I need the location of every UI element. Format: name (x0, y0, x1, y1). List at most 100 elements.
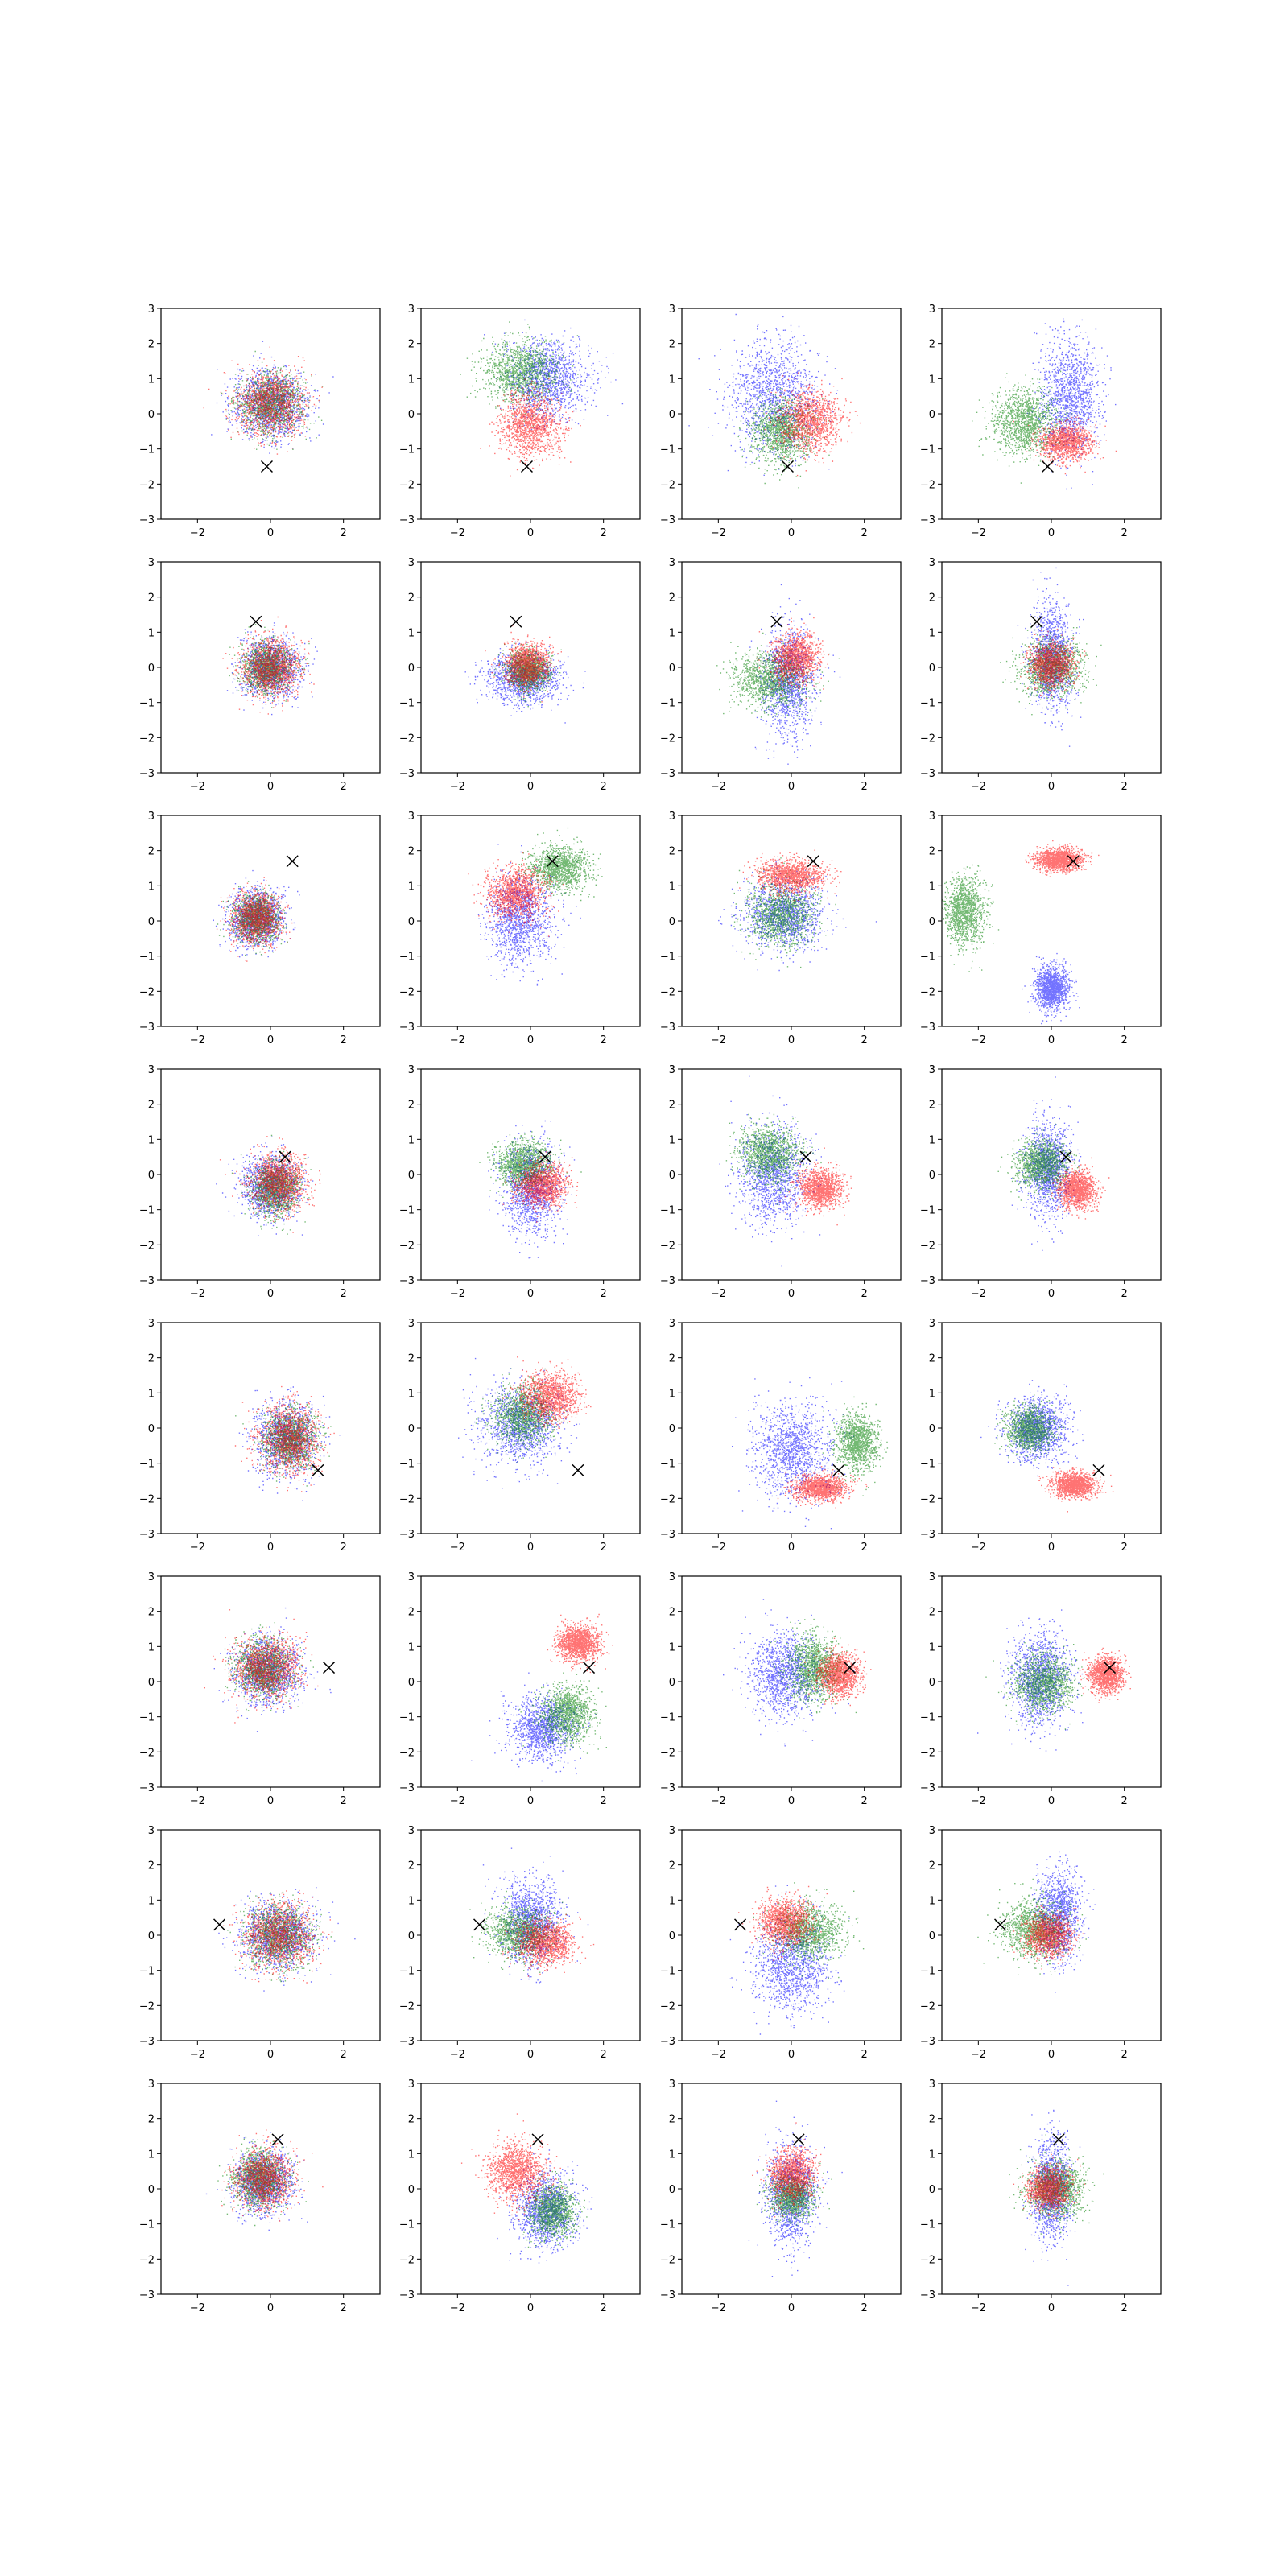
x-marker (799, 1150, 812, 1163)
y-tick-label: 1 (669, 374, 675, 386)
scatter-panel-r7-c1: −2 0 2 −3 −2 −1 0 1 2 3 (139, 1825, 381, 2061)
red-points (739, 849, 842, 902)
y-tick-label: 1 (408, 1895, 415, 1907)
scatter-panel-r2-c2: −2 0 2 −3 −2 −1 0 1 2 3 (399, 557, 641, 793)
green-points (227, 1891, 332, 1983)
x-tick-label: −2 (711, 1288, 726, 1300)
y-tick-label: 1 (408, 1388, 415, 1400)
green-point-cloud (985, 1641, 1096, 1730)
x-tick-label: −2 (971, 781, 986, 793)
green-point-cloud (811, 1396, 889, 1496)
y-tick-label: 3 (929, 811, 935, 823)
y-tick-label: −3 (399, 2289, 415, 2301)
red-points (1079, 1647, 1132, 1703)
y-tick-label: −1 (139, 698, 155, 710)
y-tick-label: −3 (139, 1529, 155, 1541)
x-tick-label: −2 (971, 2049, 986, 2061)
y-tick-label: 3 (408, 811, 415, 823)
x-tick-label: 0 (1048, 1288, 1055, 1300)
x-marker (473, 1918, 486, 1931)
y-tick-label: 0 (669, 1930, 675, 1942)
blue-point-cloud (471, 1672, 597, 1782)
y-tick-label: 1 (929, 1388, 935, 1400)
y-tick-label: 3 (408, 303, 415, 316)
y-tick-label: 3 (408, 1318, 415, 1330)
x-tick-label: 0 (267, 1034, 274, 1046)
red-points (1025, 840, 1100, 877)
y-tick-label: 2 (408, 1100, 415, 1112)
green-points (997, 1123, 1083, 1201)
y-tick-label: 0 (148, 1930, 155, 1942)
y-tick-label: −3 (139, 1275, 155, 1287)
red-point-cloud (764, 372, 861, 477)
red-points (804, 1637, 872, 1707)
scatter-panel-r7-c4: −2 0 2 −3 −2 −1 0 1 2 3 (920, 1825, 1162, 2061)
green-point-cloud (515, 827, 603, 902)
y-tick-label: −3 (920, 1275, 935, 1287)
blue-points (477, 844, 581, 986)
y-tick-label: 1 (669, 881, 675, 893)
y-tick-label: 2 (148, 1607, 155, 1619)
y-tick-label: 0 (408, 2184, 415, 2196)
red-point-cloud (752, 2122, 824, 2218)
x-tick-label: 2 (1121, 2049, 1128, 2061)
x-marker (531, 2133, 544, 2146)
y-tick-label: 1 (408, 881, 415, 893)
scatter-panel-r3-c4: −2 0 2 −3 −2 −1 0 1 2 3 (920, 811, 1162, 1046)
y-tick-label: −2 (399, 2254, 415, 2266)
y-tick-label: −3 (660, 768, 675, 780)
red-point-cloud (777, 1466, 868, 1509)
green-points (733, 857, 836, 968)
y-tick-label: 2 (929, 592, 935, 605)
x-tick-label: −2 (450, 1542, 465, 1554)
axes-frame (681, 1322, 902, 1534)
blue-points (1022, 952, 1080, 1025)
y-tick-label: 0 (669, 409, 675, 421)
green-points (994, 1394, 1065, 1463)
green-points (469, 1890, 567, 1973)
scatter-panel-r5-c2: −2 0 2 −3 −2 −1 0 1 2 3 (399, 1318, 641, 1554)
x-tick-label: −2 (450, 1795, 465, 1807)
red-point-cloud (1020, 628, 1086, 700)
y-tick-label: −2 (139, 1493, 155, 1505)
y-tick-label: −2 (920, 1747, 935, 1759)
y-tick-label: 3 (929, 2079, 935, 2091)
x-marker (213, 1918, 226, 1931)
scatter-panel-r8-c2: −2 0 2 −3 −2 −1 0 1 2 3 (399, 2079, 641, 2314)
y-tick-label: 2 (148, 1353, 155, 1365)
x-marker (323, 1661, 336, 1674)
y-tick-label: −3 (399, 1529, 415, 1541)
red-point-cloud (1011, 1905, 1084, 1970)
x-tick-label: 2 (601, 2302, 607, 2314)
y-tick-label: 3 (669, 557, 675, 569)
y-tick-label: 0 (929, 916, 935, 928)
blue-points (723, 1599, 855, 1747)
y-tick-label: 0 (408, 1677, 415, 1689)
y-tick-label: −1 (660, 952, 675, 964)
red-point-cloud (480, 378, 581, 477)
x-tick-label: −2 (190, 1034, 205, 1046)
y-tick-label: 1 (929, 374, 935, 386)
y-tick-label: −1 (399, 444, 415, 456)
y-tick-label: 0 (929, 1170, 935, 1182)
y-tick-label: −2 (660, 2000, 675, 2013)
red-point-cloud (468, 852, 564, 937)
y-tick-label: 0 (148, 2184, 155, 2196)
x-tick-label: 2 (341, 527, 347, 539)
scatter-panel-r2-c4: −2 0 2 −3 −2 −1 0 1 2 3 (920, 557, 1162, 793)
x-marker (1059, 1150, 1072, 1163)
x-tick-label: −2 (190, 2302, 205, 2314)
blue-point-cloud (977, 1609, 1084, 1752)
x-tick-label: −2 (711, 1542, 726, 1554)
x-tick-label: 0 (788, 1288, 795, 1300)
x-marker (1041, 460, 1055, 473)
y-tick-label: −3 (399, 1275, 415, 1287)
green-points (515, 827, 603, 902)
x-tick-label: −2 (450, 1288, 465, 1300)
x-tick-label: −2 (190, 2049, 205, 2061)
y-tick-label: 3 (929, 1318, 935, 1330)
y-tick-label: 1 (148, 1388, 155, 1400)
blue-point-cloud (749, 584, 841, 765)
x-tick-label: 0 (527, 1542, 534, 1554)
